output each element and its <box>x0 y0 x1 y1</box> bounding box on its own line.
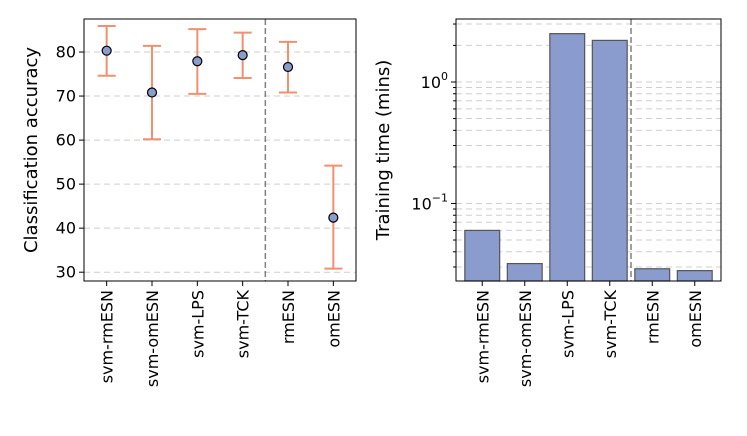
y-tick-label: 30 <box>56 263 76 282</box>
x-tick-label: svm-omESN <box>143 290 162 387</box>
training-time-y-axis-title: Training time (mins) <box>373 60 394 242</box>
bar <box>464 229 501 282</box>
accuracy-y-ticks: 30 40 50 60 70 80 <box>56 43 84 282</box>
bar <box>506 262 543 282</box>
x-tick-label: rmESN <box>643 290 662 344</box>
y-tick-label: 50 <box>56 175 76 194</box>
x-tick-label: svm-rmESN <box>98 290 117 383</box>
training-time-y-ticks: 10−1 100 <box>411 23 456 268</box>
x-tick-label: rmESN <box>279 290 298 344</box>
x-tick-label: svm-LPS <box>558 290 577 358</box>
data-point <box>101 45 112 56</box>
x-tick-label: svm-omESN <box>516 290 535 387</box>
y-tick-label: 10−1 <box>411 191 448 213</box>
x-tick-label: omESN <box>686 290 705 348</box>
accuracy-y-axis-title: Classification accuracy <box>21 47 42 253</box>
data-point <box>146 87 158 98</box>
training-time-plot-frame <box>455 18 722 282</box>
data-point <box>282 61 294 73</box>
accuracy-x-ticks: svm-rmESN svm-omESN svm-LPS svm-TCK rmESN omE… <box>98 281 343 387</box>
data-point <box>237 50 248 61</box>
training-time-x-ticks: svm-rmESN svm-omESN svm-LPS svm-TCK rmESN omE… <box>473 281 705 387</box>
x-tick-label: svm-TCK <box>234 290 253 359</box>
y-tick-label: 70 <box>56 87 76 106</box>
accuracy-marks <box>97 25 343 270</box>
bar <box>634 268 671 282</box>
y-tick-label: 40 <box>56 219 76 238</box>
y-tick-label: 80 <box>56 43 76 62</box>
x-tick-label: omESN <box>324 290 343 348</box>
bar <box>549 33 586 282</box>
x-tick-label: svm-TCK <box>601 290 620 359</box>
accuracy-gridlines <box>84 19 356 281</box>
y-tick-label: 60 <box>56 131 76 150</box>
x-tick-label: svm-LPS <box>188 290 207 358</box>
data-point <box>192 56 203 67</box>
data-point <box>328 212 339 223</box>
y-tick-label: 100 <box>421 70 448 92</box>
training-time-chart: 10−1 100 svm-rmESN svm-omESN svm-LPS svm-TCK… <box>373 18 722 387</box>
x-tick-label: svm-rmESN <box>473 290 492 383</box>
training-time-bars <box>464 33 713 282</box>
accuracy-plot-frame <box>83 18 357 282</box>
bar <box>676 270 713 282</box>
bar <box>591 39 628 282</box>
